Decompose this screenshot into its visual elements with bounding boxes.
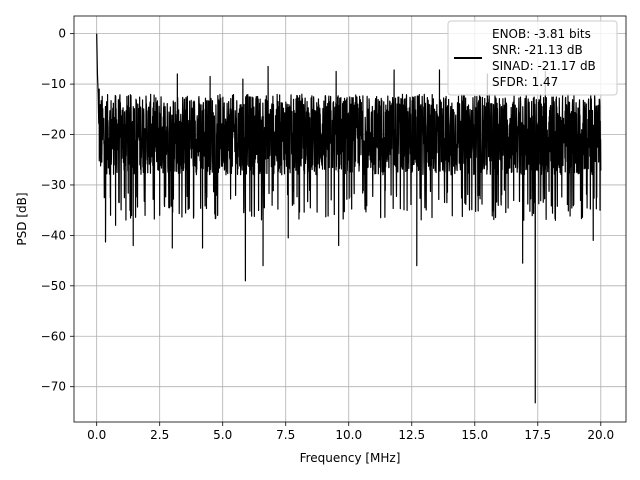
psd-series-line [96,33,602,404]
x-tick-label: 20.0 [587,428,614,442]
x-tick-label: 2.5 [150,428,169,442]
y-tick-label: −60 [41,329,66,343]
x-tick-label: 17.5 [524,428,551,442]
series-layer [96,33,602,404]
x-tick-label: 10.0 [335,428,362,442]
x-tick-label: 12.5 [398,428,425,442]
x-tick-label: 0.0 [87,428,106,442]
y-tick-label: −10 [41,77,66,91]
plot-frame [73,15,627,423]
legend-box [447,20,618,96]
y-tick-label: 0 [58,27,66,41]
legend-entry-enob: ENOB: -3.81 bits [492,27,591,41]
y-tick-label: −30 [41,178,66,192]
y-tick-label: −70 [41,380,66,394]
y-tick-label: −20 [41,128,66,142]
x-tick-label: 5.0 [213,428,232,442]
legend-entry-sinad: SINAD: -21.17 dB [492,59,596,73]
legend-entry-sfdr: SFDR: 1.47 [492,75,558,89]
y-tick-label: −40 [41,228,66,242]
x-axis-label: Frequency [MHz] [300,451,401,465]
y-axis: 0 −10 −20 −30 −40 −50 −60 −70 [41,27,74,394]
x-tick-label: 7.5 [276,428,295,442]
legend: ENOB: -3.81 bits SNR: -21.13 dB SINAD: -… [447,20,618,96]
y-axis-label: PSD [dB] [15,192,29,245]
y-tick-label: −50 [41,279,66,293]
x-tick-label: 15.0 [461,428,488,442]
x-axis: 0.0 2.5 5.0 7.5 10.0 12.5 15.0 17.5 20.0 [87,422,614,442]
legend-entry-snr: SNR: -21.13 dB [492,43,583,57]
